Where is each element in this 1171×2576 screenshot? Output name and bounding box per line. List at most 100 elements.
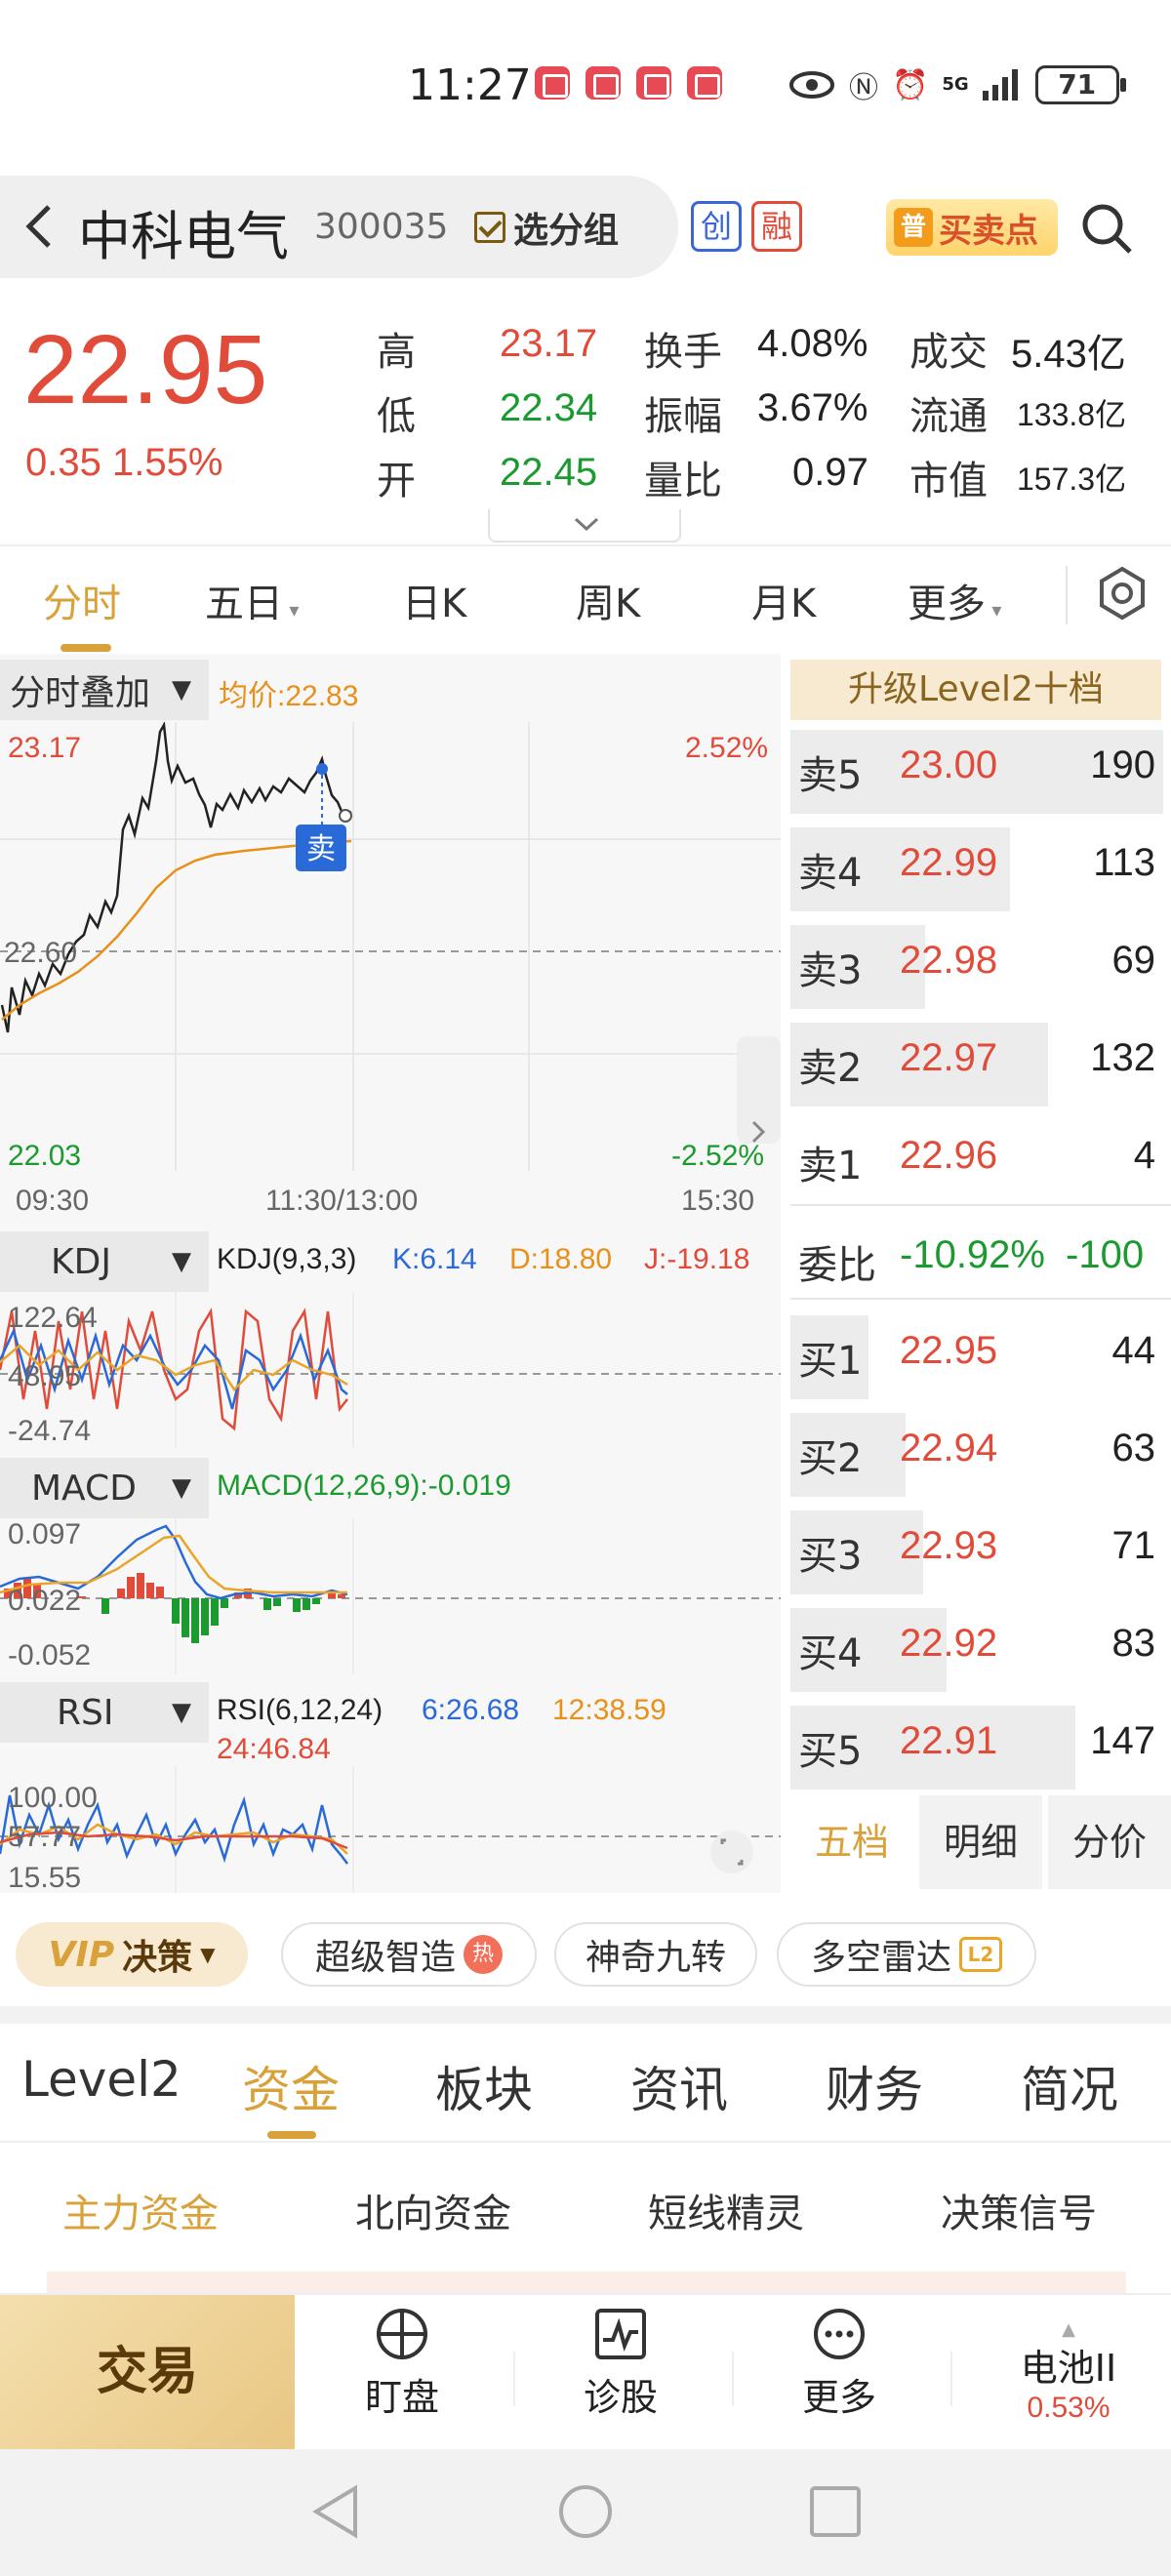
gear-icon[interactable] (1095, 566, 1150, 621)
trade-button[interactable]: 交易 (0, 2295, 295, 2449)
tab-profile[interactable]: 简况 (1021, 2062, 1118, 2118)
ask-volume: 4 (1133, 1134, 1155, 1177)
tab-news[interactable]: 资讯 (630, 2062, 728, 2118)
margin-tag: 融 (751, 201, 802, 252)
tab-more-label: 更多 (908, 582, 986, 626)
tab-five-levels[interactable]: 五档 (790, 1795, 913, 1889)
super-smart-button[interactable]: 超级智造热 (281, 1922, 537, 1987)
macd-y3: -0.052 (8, 1639, 92, 1671)
notification-icon (586, 66, 621, 100)
more-button[interactable]: 更多 (761, 2305, 917, 2441)
sector-button[interactable]: ▲ 电池II 0.53% (986, 2321, 1151, 2425)
rsi-selector[interactable]: RSI ▼ (0, 1682, 209, 1743)
bid-row: 买1 22.95 44 (790, 1309, 1163, 1399)
recents-nav-icon[interactable] (808, 2484, 863, 2539)
ask-price: 22.97 (900, 1036, 998, 1079)
tab-intraday[interactable]: 分时 (43, 582, 121, 626)
tab-details[interactable]: 明细 (919, 1795, 1042, 1889)
tab-finance[interactable]: 财务 (826, 2062, 923, 2118)
more-label: 更多 (801, 2376, 876, 2419)
ask-label: 卖1 (798, 1144, 863, 1188)
float-cap-label: 流通 (909, 394, 988, 439)
turnover-value: 4.08% (757, 322, 868, 365)
bid-price: 22.91 (900, 1719, 998, 1762)
magic-nine-button[interactable]: 神奇九转 (554, 1922, 757, 1987)
trade-point-badge: 普 (894, 208, 933, 247)
volume-bar (790, 827, 1010, 911)
diagnose-button[interactable]: 诊股 (543, 2305, 699, 2441)
kdj-selector[interactable]: KDJ ▼ (0, 1231, 209, 1292)
macd-params: MACD(12,26,9):-0.019 (217, 1469, 511, 1502)
trade-point-button[interactable]: 普 买卖点 (886, 199, 1058, 256)
back-icon[interactable] (20, 195, 59, 258)
tab-northbound[interactable]: 北向资金 (355, 2192, 511, 2236)
volume-bar (790, 1608, 947, 1692)
volume-bar (790, 1023, 1048, 1107)
volume-bar (790, 925, 925, 1009)
bid-price: 22.95 (900, 1329, 998, 1372)
ask-label: 卖4 (798, 851, 863, 896)
rsi-y3: 15.55 (8, 1862, 82, 1894)
trade-point-label: 买卖点 (939, 211, 1038, 251)
notification-icon (535, 66, 570, 100)
rsi-6: 6:26.68 (422, 1694, 520, 1726)
network-label: 5G (942, 74, 969, 95)
pulse-chart-icon (595, 2309, 646, 2359)
tab-more[interactable]: 更多 ▾ (908, 572, 1001, 628)
tab-main-capital[interactable]: 主力资金 (62, 2192, 219, 2236)
change-amount: 0.35 (25, 441, 101, 484)
bid-price: 22.94 (900, 1427, 998, 1469)
level2-upgrade-button[interactable]: 升级Level2十档 (790, 660, 1161, 720)
volume-ratio-value: 0.97 (792, 451, 868, 494)
stock-header (0, 176, 678, 278)
divider (790, 1204, 1171, 1206)
tab-daily-k[interactable]: 日K (402, 582, 467, 626)
volume-bar (790, 1315, 868, 1399)
tab-signals[interactable]: 决策信号 (941, 2192, 1097, 2236)
kdj-params: KDJ(9,3,3) (217, 1243, 357, 1275)
bid-row: 买5 22.91 147 (790, 1700, 1163, 1790)
radar-button[interactable]: 多空雷达 L2 (777, 1922, 1036, 1987)
market-cap-label: 市值 (909, 459, 988, 503)
ask-volume: 113 (1093, 841, 1155, 884)
tab-monthly-k[interactable]: 月K (751, 582, 817, 626)
time-mid: 11:30/13:00 (265, 1185, 419, 1217)
rsi-params: RSI(6,12,24) (217, 1694, 384, 1726)
watch-button[interactable]: 盯盘 (324, 2305, 480, 2441)
kdj-y3: -24.74 (8, 1415, 92, 1447)
tab-sectors[interactable]: 板块 (435, 2062, 533, 2118)
caret-down-icon: ▼ (172, 1473, 191, 1503)
macd-selector[interactable]: MACD ▼ (0, 1458, 209, 1518)
select-group-label: 选分组 (513, 211, 620, 251)
float-cap-value: 133.8亿 (1017, 397, 1127, 432)
radar-label: 多空雷达 (810, 1938, 951, 1978)
home-nav-icon[interactable] (556, 2482, 615, 2541)
ask-price: 22.99 (900, 841, 998, 884)
tab-price-distribution[interactable]: 分价 (1048, 1795, 1171, 1889)
kdj-y1: 122.64 (8, 1302, 98, 1334)
vip-decision-button[interactable]: VIP 决策 ▼ (16, 1922, 248, 1987)
kdj-d: D:18.80 (509, 1243, 613, 1275)
tab-short-term[interactable]: 短线精灵 (648, 2192, 804, 2236)
low-label: 低 (377, 394, 416, 439)
high-value: 23.17 (500, 322, 598, 365)
eye-icon (789, 71, 834, 99)
tab-level2[interactable]: Level2 (21, 2051, 182, 2108)
stock-code: 300035 (314, 207, 449, 247)
bid-label: 买2 (798, 1436, 863, 1481)
select-group-button[interactable]: 选分组 (474, 203, 619, 252)
divider (0, 2006, 1171, 2024)
rsi-label: RSI (57, 1692, 114, 1733)
expand-quote-button[interactable] (488, 509, 681, 543)
back-nav-icon[interactable] (308, 2482, 363, 2541)
bid-label: 买3 (798, 1534, 863, 1579)
intraday-chart[interactable]: 卖 (0, 722, 781, 1181)
overlay-selector[interactable]: 分时叠加 ▼ (0, 660, 209, 720)
sector-change: 0.53% (1027, 2392, 1110, 2424)
tab-capital[interactable]: 资金 (242, 2062, 340, 2118)
tab-five-day[interactable]: 五日 ▾ (205, 572, 299, 628)
caret-down-icon: ▼ (172, 675, 191, 704)
change-percent: 1.55% (111, 441, 223, 484)
search-icon[interactable] (1079, 201, 1134, 256)
tab-weekly-k[interactable]: 周K (576, 582, 641, 626)
